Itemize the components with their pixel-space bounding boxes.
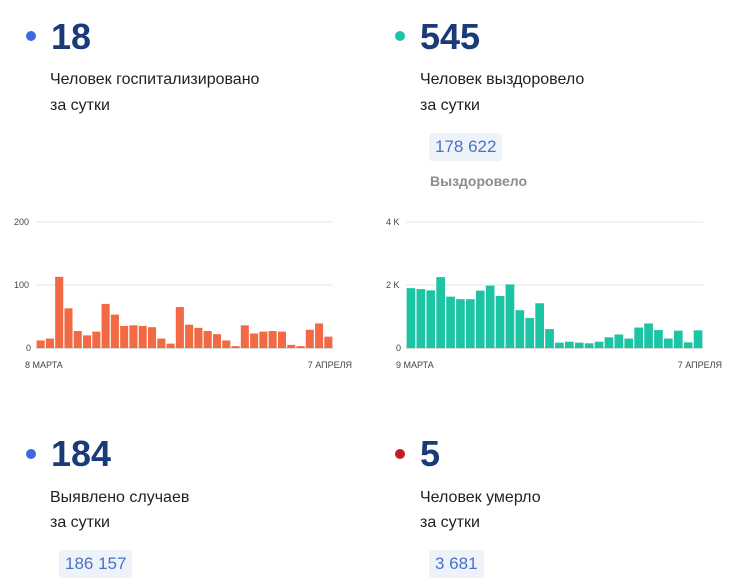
bar [614, 334, 624, 348]
recovered-label-line1: Человек выздоровело [420, 71, 585, 88]
cases-label-line2: за сутки [50, 514, 110, 531]
bar [654, 330, 663, 348]
bar [416, 289, 426, 348]
bar [222, 340, 231, 348]
hospitalized-label-line2: за сутки [50, 97, 110, 114]
bar [83, 335, 92, 348]
bar [406, 288, 416, 348]
hospitalized-bar-chart: 200 100 0 8 МАРТА 7 АПРЕЛЯ [14, 217, 352, 370]
cases-total-badge: 186 157 [59, 550, 133, 578]
bar [147, 327, 157, 348]
bar [515, 310, 525, 348]
bar [475, 290, 485, 348]
bar [240, 325, 249, 348]
bar [73, 330, 82, 348]
bar [268, 330, 277, 348]
bar [545, 329, 554, 348]
deaths-label-line2: за сутки [420, 514, 480, 531]
deaths-label-line1: Человек умерло [420, 489, 541, 506]
bar [138, 325, 147, 348]
bar [565, 341, 574, 348]
hospitalized-label-line1: Человек госпитализировано [50, 71, 260, 88]
bar [446, 296, 455, 348]
bar [505, 284, 515, 348]
bar [485, 285, 495, 348]
bar [64, 308, 73, 348]
bar [624, 338, 634, 348]
bar [664, 338, 673, 348]
bar [315, 323, 324, 348]
bar [250, 333, 259, 348]
hospitalized-value: 18 [51, 16, 92, 57]
recovered-bar-chart: 4 K 2 K 0 9 МАРТА 7 АПРЕЛЯ [386, 217, 722, 370]
bar [45, 338, 54, 348]
bar [203, 330, 212, 348]
bar [693, 330, 703, 348]
deaths-value: 5 [420, 433, 441, 474]
recovered-total-badge: 178 622 [429, 133, 503, 161]
bar [296, 346, 305, 348]
bar [426, 290, 436, 348]
y-tick-label: 0 [396, 343, 401, 353]
deaths-dot [395, 449, 405, 459]
bar [584, 343, 594, 348]
bar [644, 323, 653, 348]
bar [120, 325, 129, 348]
bar [574, 342, 584, 349]
bar [555, 342, 564, 349]
bar [535, 303, 544, 348]
bar [604, 337, 614, 348]
bar [101, 303, 110, 348]
bar [634, 327, 643, 349]
bar [436, 277, 445, 349]
bar [36, 340, 45, 348]
cases-value: 184 [51, 433, 112, 474]
bar [525, 318, 535, 348]
y-tick-label: 100 [14, 280, 29, 290]
bar [129, 325, 138, 348]
recovered-value: 545 [420, 16, 481, 57]
y-tick-label: 0 [26, 343, 31, 353]
bar [110, 314, 119, 348]
x-end-label: 7 АПРЕЛЯ [308, 360, 352, 370]
bar [157, 338, 166, 348]
bar [194, 327, 203, 348]
y-tick-label: 4 K [386, 217, 400, 227]
x-start-label: 8 МАРТА [25, 360, 63, 370]
bar [185, 324, 194, 348]
recovered-total-label: Выздоровело [430, 173, 528, 189]
bar [212, 334, 222, 348]
bar [55, 276, 64, 348]
cases-label-line1: Выявлено случаев [50, 489, 190, 506]
bar [305, 329, 314, 348]
y-tick-label: 200 [14, 217, 29, 227]
bar [277, 331, 286, 348]
bar [175, 307, 184, 348]
bar [683, 342, 693, 348]
bar [92, 331, 101, 348]
bar [287, 344, 296, 348]
x-end-label: 7 АПРЕЛЯ [678, 360, 722, 370]
y-tick-label: 2 K [386, 280, 400, 290]
bar [259, 331, 268, 348]
hospitalized-dot [26, 31, 36, 41]
bar [466, 299, 475, 348]
bar [594, 341, 604, 348]
x-start-label: 9 МАРТА [396, 360, 434, 370]
bar [495, 296, 505, 348]
recovered-dot [395, 31, 405, 41]
bar [166, 343, 175, 348]
bar [456, 299, 465, 348]
recovered-label-line2: за сутки [420, 97, 480, 114]
bar [673, 330, 683, 348]
deaths-total-badge: 3 681 [429, 550, 484, 578]
cases-dot [26, 449, 36, 459]
bar [324, 336, 333, 348]
bar [231, 346, 240, 348]
